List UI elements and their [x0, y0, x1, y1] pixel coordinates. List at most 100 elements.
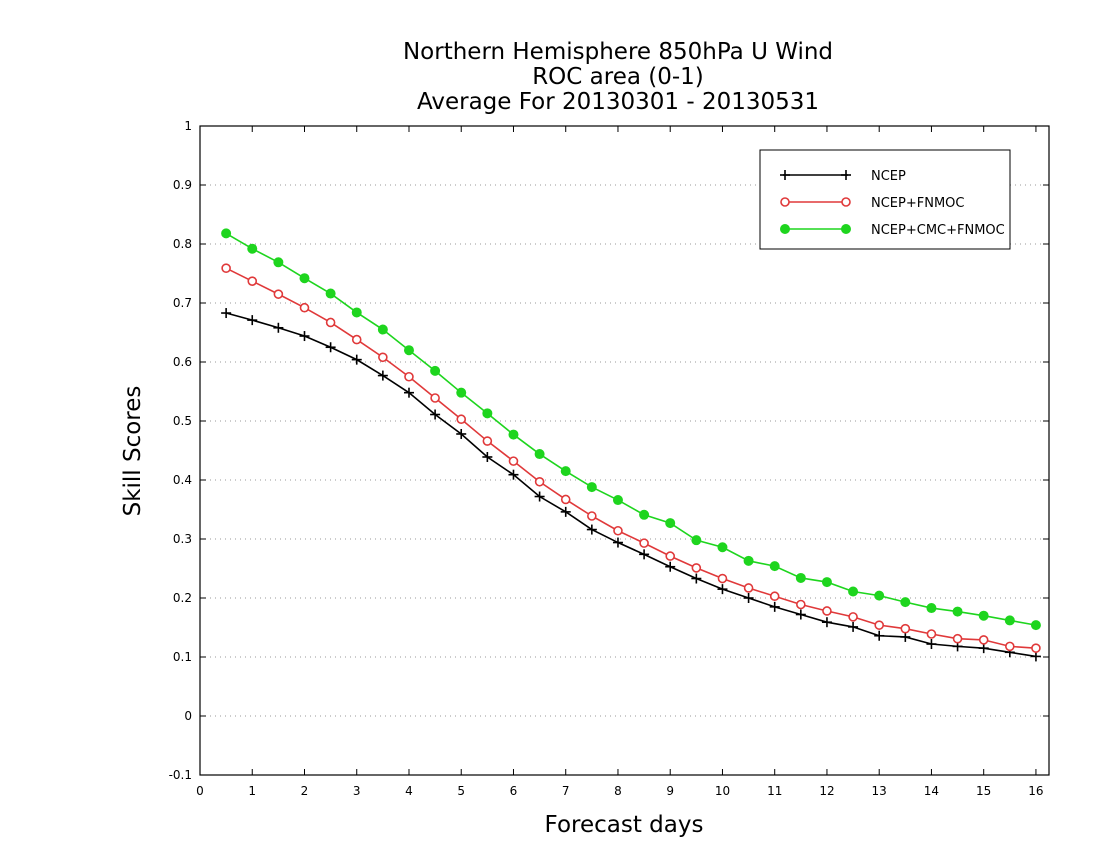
- legend-label: NCEP+CMC+FNMOC: [871, 223, 1005, 238]
- data-point: [639, 549, 650, 560]
- data-point: [821, 577, 832, 588]
- y-tick-label: 0.4: [173, 473, 192, 487]
- data-point: [639, 538, 649, 548]
- data-point: [769, 591, 780, 602]
- data-point: [978, 635, 989, 645]
- data-point: [247, 276, 258, 286]
- y-axis: -0.1 0 0.1 0.2 0.3 0.4 0.5 0.6 0.7 0.8 0.9 1: [169, 119, 1049, 782]
- legend-marker: [780, 224, 790, 234]
- data-point: [508, 456, 519, 466]
- x-tick-label: 9: [666, 784, 674, 798]
- data-point: [691, 535, 702, 546]
- data-point: [952, 606, 963, 617]
- data-point: [403, 345, 414, 356]
- data-point: [430, 409, 441, 420]
- data-point: [247, 243, 258, 254]
- legend-label: NCEP: [871, 169, 906, 184]
- series-line-ncep-cmc-fnmoc: [225, 232, 1037, 626]
- x-tick-label: 5: [457, 784, 465, 798]
- title-line-2: ROC area (0-1): [532, 64, 704, 90]
- data-point: [534, 491, 545, 502]
- series-group: [221, 228, 1041, 662]
- data-point: [1031, 643, 1041, 653]
- data-point: [325, 317, 336, 328]
- data-point: [613, 525, 623, 536]
- legend: NCEP NCEP+FNMOC NCEP+CMC+FNMOC: [759, 149, 1011, 250]
- x-axis-title: Forecast days: [545, 812, 704, 838]
- chart-title: Northern Hemisphere 850hPa U Wind ROC ar…: [403, 39, 833, 115]
- y-tick-label: -0.1: [169, 768, 192, 782]
- x-tick-label: 4: [405, 784, 413, 798]
- data-point: [717, 584, 728, 595]
- data-point: [769, 601, 780, 612]
- data-point: [247, 315, 258, 326]
- data-point: [743, 583, 754, 593]
- data-point: [874, 590, 885, 601]
- data-point: [508, 429, 519, 440]
- data-point: [717, 573, 728, 584]
- x-tick-label: 13: [872, 784, 887, 798]
- data-point: [404, 371, 414, 382]
- x-tick-label: 10: [715, 784, 730, 798]
- x-tick-label: 15: [976, 784, 991, 798]
- plot-frame: [199, 125, 1050, 776]
- x-tick-label: 16: [1028, 784, 1043, 798]
- data-point: [978, 610, 989, 621]
- data-point: [796, 599, 806, 610]
- y-tick-label: 0.2: [173, 591, 192, 605]
- legend-box: [759, 149, 1011, 250]
- data-point: [403, 387, 414, 398]
- data-point: [299, 331, 310, 342]
- x-tick-label: 0: [196, 784, 204, 798]
- x-tick-label: 3: [353, 784, 361, 798]
- data-point: [560, 466, 571, 477]
- data-point: [456, 387, 467, 398]
- legend-item: NCEP+CMC+FNMOC: [780, 223, 1005, 238]
- x-tick-label: 7: [562, 784, 570, 798]
- data-point: [665, 551, 676, 561]
- data-point: [430, 393, 440, 403]
- data-point: [482, 451, 493, 462]
- y-tick-label: 1: [184, 119, 192, 133]
- data-point: [221, 228, 232, 239]
- legend-item: NCEP: [780, 169, 906, 184]
- data-point: [926, 629, 937, 639]
- y-tick-label: 0.1: [173, 650, 192, 664]
- data-point: [560, 494, 571, 505]
- title-line-1: Northern Hemisphere 850hPa U Wind: [403, 39, 833, 65]
- data-point: [325, 342, 336, 353]
- data-point: [612, 495, 623, 506]
- data-point: [325, 288, 336, 299]
- data-point: [743, 555, 754, 566]
- data-point: [874, 630, 885, 641]
- legend-items: NCEP NCEP+FNMOC NCEP+CMC+FNMOC: [780, 169, 1005, 238]
- data-point: [221, 308, 232, 319]
- legend-marker: [841, 197, 851, 207]
- x-tick-label: 11: [767, 784, 782, 798]
- data-point: [926, 639, 937, 650]
- legend-marker: [780, 197, 790, 207]
- data-point: [351, 334, 362, 345]
- x-tick-label: 12: [819, 784, 834, 798]
- data-point: [1030, 620, 1041, 631]
- legend-marker: [780, 170, 790, 180]
- data-point: [900, 623, 911, 634]
- data-point: [586, 482, 597, 493]
- data-point: [900, 631, 911, 642]
- data-point: [273, 289, 284, 299]
- data-point: [795, 572, 806, 583]
- data-point: [508, 469, 519, 480]
- data-point: [717, 542, 728, 553]
- data-point: [612, 537, 623, 548]
- data-point: [952, 633, 963, 644]
- data-point: [900, 597, 911, 608]
- y-tick-label: 0.9: [173, 178, 192, 192]
- data-point: [482, 408, 493, 419]
- y-tick-label: 0: [184, 709, 192, 723]
- data-point: [821, 617, 832, 628]
- legend-item: NCEP+FNMOC: [780, 196, 964, 211]
- gridlines: [200, 184, 1049, 717]
- series-ncep-cmc-fnmoc: [221, 228, 1041, 631]
- data-point: [351, 354, 362, 365]
- data-point: [1005, 641, 1015, 652]
